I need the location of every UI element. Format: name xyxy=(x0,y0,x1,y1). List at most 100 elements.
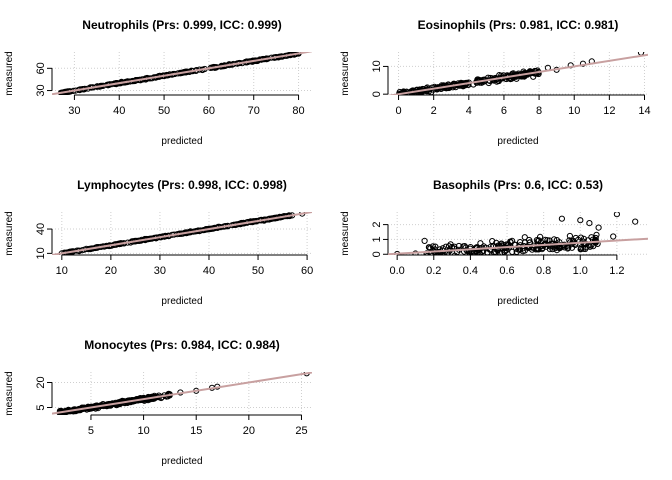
x-tick-label: 20 xyxy=(105,265,117,277)
data-point xyxy=(586,243,594,250)
panel-5: Monocytes (Prs: 0.984, ICC: 0.984) 5 10 15 2… xyxy=(4,338,312,467)
y-tick-label: 0 xyxy=(371,251,383,257)
x-tick-label: 50 xyxy=(252,265,264,277)
data-point xyxy=(526,68,533,76)
x-tick-label: 0.0 xyxy=(390,265,405,277)
y-axis-label: measured xyxy=(4,371,15,415)
x-tick-label: 10 xyxy=(137,425,149,437)
y-tick-label: 0 xyxy=(371,91,383,97)
data-point xyxy=(455,242,462,250)
x-tick-label: 10 xyxy=(56,265,68,277)
panel-1: Neutrophils (Prs: 0.999, ICC: 0.999) 30 40… xyxy=(4,18,312,147)
x-tick-label: 40 xyxy=(203,265,215,277)
data-point xyxy=(565,244,572,251)
y-tick-label: 5 xyxy=(35,404,47,410)
data-point xyxy=(593,231,600,238)
panel-2: Eosinophils (Prs: 0.981, ICC: 0.981) 0 2 4 6… xyxy=(340,18,651,147)
data-point xyxy=(534,238,542,245)
x-tick-label: 25 xyxy=(295,425,307,437)
panel-title: Neutrophils (Prs: 0.999, ICC: 0.999) xyxy=(82,18,281,32)
data-point xyxy=(424,253,430,255)
data-point xyxy=(613,212,620,218)
y-tick-label: 10 xyxy=(371,60,383,72)
data-point xyxy=(509,248,516,255)
data-point xyxy=(535,237,543,244)
data-point xyxy=(549,246,556,253)
x-tick-label: 12 xyxy=(603,105,615,117)
y-tick-label: 10 xyxy=(35,247,47,259)
data-point xyxy=(477,254,481,255)
x-tick-label: 1.2 xyxy=(609,265,624,277)
data-point xyxy=(435,256,440,261)
data-point xyxy=(539,243,547,250)
x-tick-label: 6 xyxy=(501,105,507,117)
panel-3: Lymphocytes (Prs: 0.998, ICC: 0.998) 10 20… xyxy=(4,178,313,307)
x-tick-label: 60 xyxy=(301,265,313,277)
data-point xyxy=(566,232,574,240)
x-tick-label: 80 xyxy=(292,105,304,117)
data-point xyxy=(484,249,491,255)
x-tick-label: 70 xyxy=(248,105,260,117)
data-point xyxy=(502,247,509,254)
x-axis-label: predicted xyxy=(497,136,538,147)
y-axis-label: measured xyxy=(4,211,15,255)
data-point xyxy=(447,241,454,248)
data-point xyxy=(595,224,602,231)
x-tick-label: 60 xyxy=(203,105,215,117)
data-point xyxy=(552,245,559,252)
fit-line xyxy=(388,237,648,255)
x-tick-label: 0.4 xyxy=(463,265,478,277)
data-point xyxy=(558,215,566,222)
y-tick-label: 30 xyxy=(35,84,47,96)
x-axis-label: predicted xyxy=(161,136,202,147)
data-point xyxy=(521,234,528,241)
y-axis-label: measured xyxy=(340,211,351,255)
fit-line xyxy=(52,372,312,415)
data-point xyxy=(556,245,564,252)
data-point xyxy=(435,252,442,255)
x-tick-label: 4 xyxy=(466,105,472,117)
y-axis-label: measured xyxy=(4,51,15,95)
x-tick-label: 10 xyxy=(568,105,580,117)
data-point xyxy=(637,52,645,56)
y-tick-label: 60 xyxy=(35,62,47,74)
x-axis-label: predicted xyxy=(161,456,202,467)
panel-title: Lymphocytes (Prs: 0.998, ICC: 0.998) xyxy=(77,178,287,192)
x-tick-label: 0.2 xyxy=(426,265,441,277)
data-point xyxy=(413,86,420,93)
fit-line xyxy=(52,212,312,255)
y-tick-label: 2 xyxy=(371,222,383,228)
panel-title: Eosinophils (Prs: 0.981, ICC: 0.981) xyxy=(418,18,619,32)
y-tick-label: 20 xyxy=(35,376,47,388)
panel-title: Monocytes (Prs: 0.984, ICC: 0.984) xyxy=(84,338,279,352)
panel-4: Basophils (Prs: 0.6, ICC: 0.53) 0.0 0.2 0.4… xyxy=(340,178,648,307)
data-point xyxy=(474,249,481,255)
data-point xyxy=(632,218,639,225)
x-tick-label: 30 xyxy=(68,105,80,117)
data-point xyxy=(474,254,479,255)
data-point xyxy=(510,74,517,81)
data-point xyxy=(421,237,428,244)
data-point xyxy=(572,234,579,242)
x-tick-label: 50 xyxy=(158,105,170,117)
x-tick-label: 30 xyxy=(154,265,166,277)
data-point xyxy=(586,220,593,227)
data-point xyxy=(471,250,478,255)
data-point xyxy=(582,245,589,253)
x-tick-label: 0 xyxy=(395,105,401,117)
x-tick-label: 0.6 xyxy=(499,265,514,277)
data-point xyxy=(492,250,499,255)
x-axis-label: predicted xyxy=(161,296,202,307)
fit-line xyxy=(52,52,312,95)
x-tick-label: 5 xyxy=(88,425,94,437)
x-tick-label: 14 xyxy=(638,105,650,117)
data-point xyxy=(521,247,528,254)
data-point xyxy=(610,233,617,240)
data-point xyxy=(445,243,453,250)
panel-title: Basophils (Prs: 0.6, ICC: 0.53) xyxy=(433,178,603,192)
x-tick-label: 0.8 xyxy=(536,265,551,277)
y-tick-label: 40 xyxy=(35,223,47,235)
x-tick-label: 40 xyxy=(113,105,125,117)
y-tick-label: 1 xyxy=(371,236,383,242)
